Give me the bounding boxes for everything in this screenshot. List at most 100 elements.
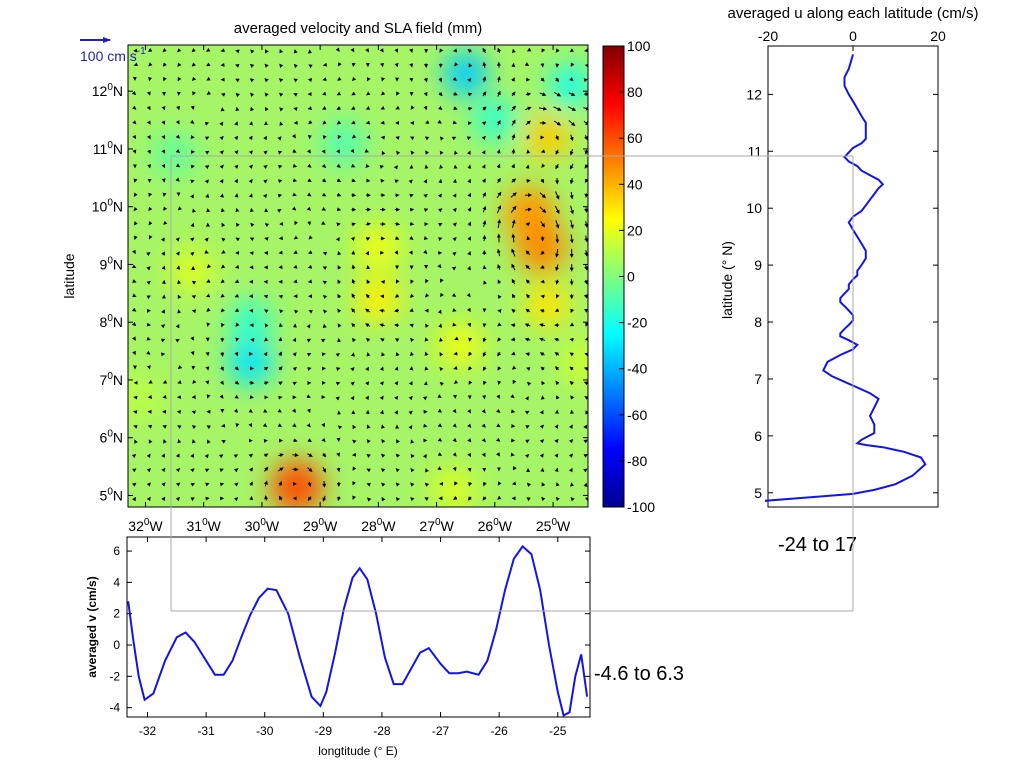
velocity-arrow-115 bbox=[410, 453, 415, 459]
velocity-arrow-642 bbox=[321, 206, 327, 211]
velocity-arrow-418 bbox=[234, 308, 240, 312]
v-xtick-label-5: -27 bbox=[432, 724, 450, 738]
velocity-arrow-71 bbox=[233, 468, 239, 473]
velocity-arrow-309 bbox=[482, 366, 487, 372]
velocity-arrow-571 bbox=[190, 237, 195, 242]
velocity-arrow-813 bbox=[481, 135, 486, 141]
velocity-arrow-930 bbox=[337, 76, 342, 81]
velocity-arrow-284 bbox=[569, 380, 574, 386]
velocity-arrow-738 bbox=[321, 163, 327, 169]
velocity-arrow-950 bbox=[162, 62, 167, 67]
velocity-arrow-515 bbox=[293, 264, 298, 269]
map-xtick-label-0: 320W bbox=[128, 517, 163, 534]
v-profile-chart: -32 -31 -30 -29 -28 -27 -26 -25 -4 -2 0 2 4 6 longtit… bbox=[85, 536, 684, 758]
velocity-arrow-845 bbox=[481, 121, 487, 126]
velocity-arrow-660 bbox=[584, 207, 588, 213]
colorbar-tick-label-3: 40 bbox=[627, 176, 643, 192]
velocity-arrow-501 bbox=[555, 279, 560, 285]
velocity-arrow-700 bbox=[234, 178, 238, 184]
velocity-arrow-345 bbox=[554, 352, 560, 357]
velocity-arrow-1009 bbox=[569, 48, 575, 53]
velocity-arrow-263 bbox=[263, 381, 269, 386]
velocity-arrow-417 bbox=[220, 308, 225, 313]
velocity-arrow-881 bbox=[553, 106, 562, 111]
velocity-arrow-937 bbox=[438, 77, 443, 83]
velocity-arrow-706 bbox=[322, 178, 327, 183]
velocity-arrow-740 bbox=[350, 163, 356, 168]
v-xtick-label-4: -28 bbox=[373, 724, 391, 738]
velocity-arrow-490 bbox=[366, 279, 371, 284]
velocity-arrow-236 bbox=[335, 396, 340, 401]
velocity-arrow-294 bbox=[263, 366, 269, 371]
velocity-arrow-429 bbox=[394, 308, 400, 313]
velocity-arrow-307 bbox=[453, 365, 458, 370]
velocity-arrow-593 bbox=[526, 235, 531, 241]
velocity-arrow-33 bbox=[146, 482, 151, 487]
velocity-arrow-983 bbox=[177, 48, 182, 53]
velocity-arrow-818 bbox=[554, 135, 559, 141]
velocity-arrow-895 bbox=[293, 93, 298, 97]
velocity-arrow-537 bbox=[161, 251, 165, 256]
velocity-arrow-152 bbox=[496, 437, 501, 442]
velocity-arrow-374 bbox=[510, 337, 516, 342]
velocity-arrow-880 bbox=[538, 106, 548, 111]
velocity-arrow-643 bbox=[336, 207, 342, 212]
velocity-arrow-279 bbox=[497, 380, 502, 385]
velocity-arrow-494 bbox=[425, 278, 429, 284]
map-xtick-label-2: 300W bbox=[245, 517, 280, 534]
velocity-arrow-78 bbox=[336, 467, 341, 473]
velocity-arrow-386 bbox=[235, 322, 240, 327]
velocity-arrow-82 bbox=[395, 468, 400, 473]
v-ytick-label-2: 0 bbox=[113, 638, 120, 652]
velocity-arrow-575 bbox=[249, 237, 255, 242]
velocity-arrow-118 bbox=[452, 452, 457, 457]
velocity-arrow-728 bbox=[175, 163, 181, 168]
velocity-arrow-962 bbox=[338, 62, 342, 67]
velocity-arrow-97 bbox=[146, 453, 151, 459]
velocity-arrow-110 bbox=[336, 452, 340, 457]
velocity-arrow-585 bbox=[409, 235, 414, 240]
velocity-arrow-936 bbox=[423, 77, 428, 83]
velocity-arrow-25 bbox=[497, 495, 502, 500]
velocity-arrow-960 bbox=[308, 64, 313, 69]
velocity-arrow-422 bbox=[294, 309, 299, 314]
velocity-arrow-944 bbox=[540, 77, 545, 82]
velocity-arrow-407 bbox=[539, 323, 546, 328]
velocity-arrow-819 bbox=[569, 134, 574, 142]
map-ytick-label-0: 120N bbox=[92, 82, 123, 99]
velocity-arrow-434 bbox=[466, 307, 471, 313]
velocity-arrow-726 bbox=[147, 164, 152, 169]
velocity-arrow-94 bbox=[568, 467, 573, 473]
velocity-arrow-824 bbox=[175, 120, 180, 125]
velocity-arrow-923 bbox=[235, 78, 240, 83]
velocity-arrow-394 bbox=[351, 322, 356, 328]
velocity-arrow-875 bbox=[468, 106, 473, 111]
velocity-arrow-579 bbox=[308, 235, 313, 240]
velocity-arrow-14 bbox=[337, 496, 342, 502]
velocity-arrow-867 bbox=[350, 106, 356, 110]
velocity-arrow-855 bbox=[161, 105, 166, 111]
velocity-arrow-869 bbox=[380, 105, 385, 110]
velocity-arrow-24 bbox=[482, 496, 487, 501]
velocity-arrow-86 bbox=[452, 466, 457, 472]
velocity-arrow-13 bbox=[322, 495, 327, 502]
velocity-arrow-52 bbox=[424, 482, 430, 487]
velocity-arrow-833 bbox=[308, 120, 313, 125]
velocity-arrow-989 bbox=[265, 49, 269, 54]
velocity-arrow-117 bbox=[437, 452, 443, 456]
velocity-arrow-892 bbox=[250, 92, 255, 97]
velocity-arrow-328 bbox=[306, 352, 312, 357]
sla-feature-4 bbox=[515, 221, 568, 274]
velocity-arrow-749 bbox=[481, 164, 486, 169]
velocity-arrow-325 bbox=[263, 351, 268, 357]
velocity-arrow-528 bbox=[497, 264, 501, 270]
velocity-arrow-10 bbox=[279, 495, 283, 501]
v-xtick-label-7: -25 bbox=[549, 724, 567, 738]
velocity-arrow-723 bbox=[569, 178, 574, 185]
sla-feature-18 bbox=[152, 132, 197, 177]
velocity-arrow-18 bbox=[395, 496, 400, 502]
velocity-arrow-489 bbox=[351, 278, 356, 284]
velocity-arrow-905 bbox=[438, 91, 443, 97]
velocity-arrow-77 bbox=[322, 466, 326, 473]
velocity-arrow-755 bbox=[569, 163, 574, 170]
